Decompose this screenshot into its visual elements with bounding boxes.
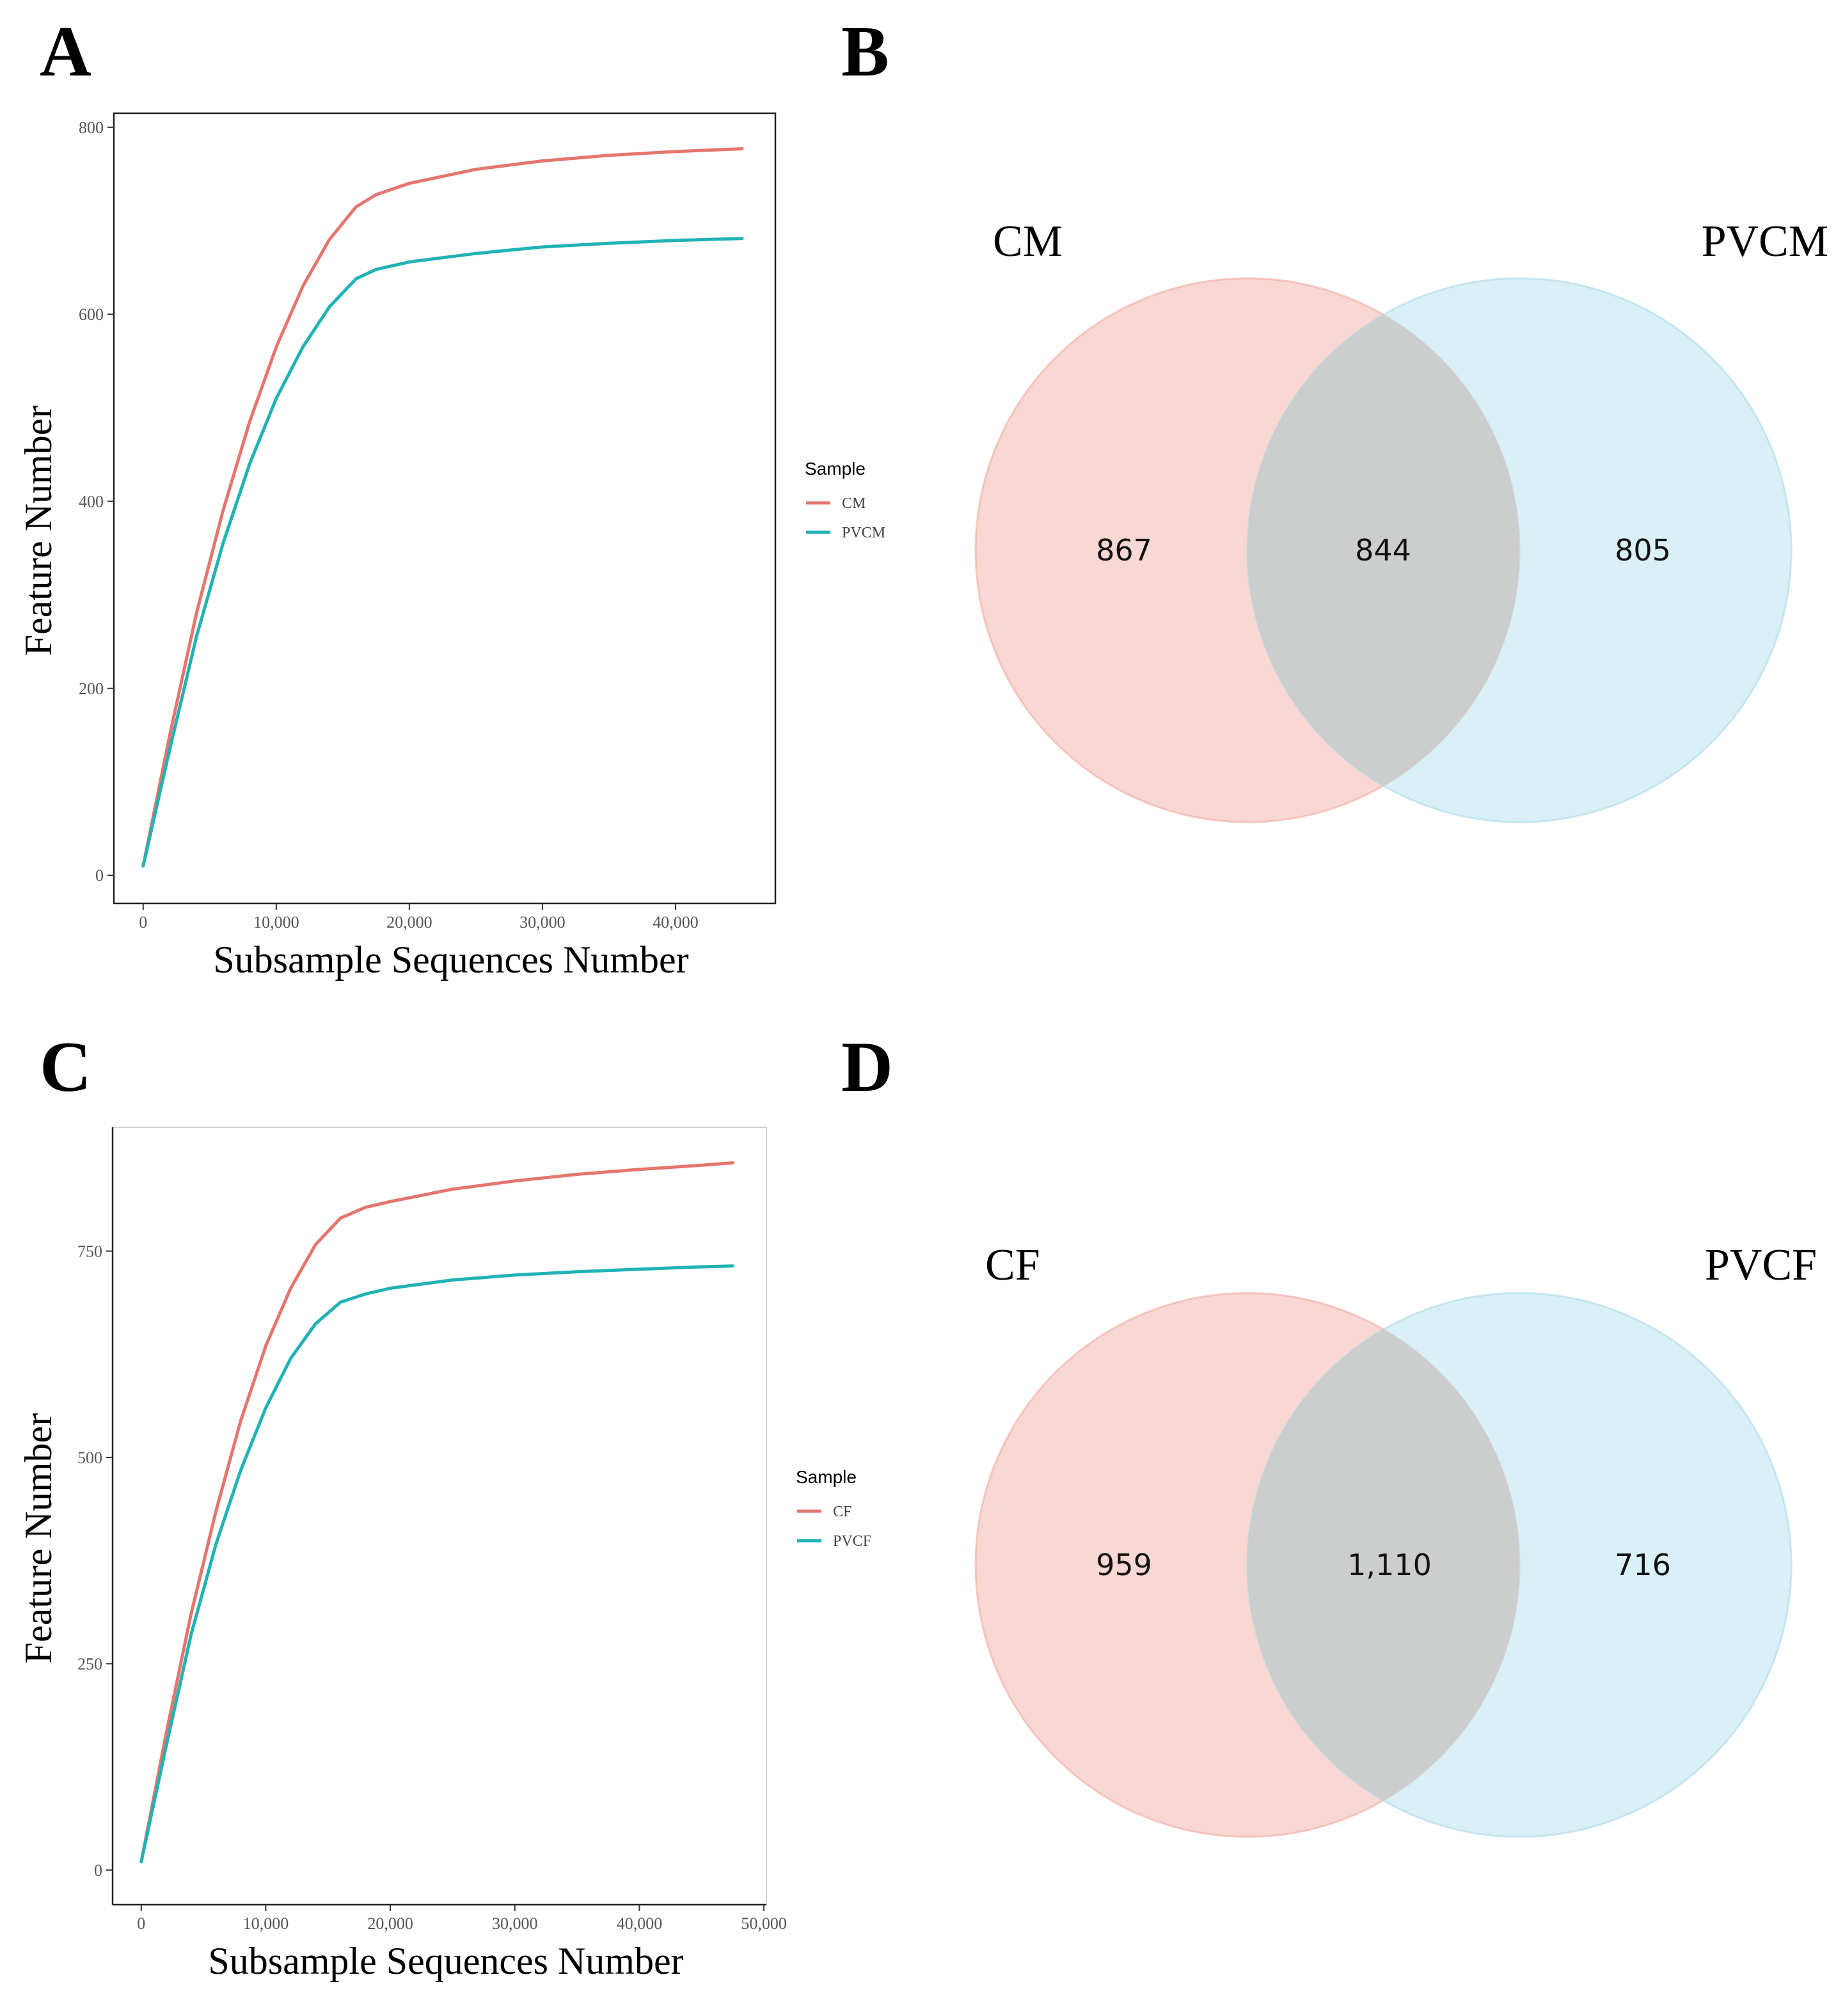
- x-tick-label: 10,000: [243, 1914, 289, 1933]
- venn-count-pvcm-only: 805: [1615, 533, 1671, 567]
- venn-count-pvcf-only: 716: [1615, 1548, 1671, 1582]
- y-tick-label: 200: [79, 679, 104, 698]
- x-tick-label: 50,000: [741, 1914, 787, 1933]
- y-tick-label: 400: [79, 493, 104, 511]
- x-tick-label: 30,000: [519, 913, 566, 932]
- legend-entry-pvcf: PVCF: [833, 1533, 871, 1550]
- legend-entry-pvcm: PVCM: [842, 525, 885, 541]
- x-axis-title-c: Subsample Sequences Number: [208, 1940, 683, 1982]
- y-axis-title-a: Feature Number: [17, 406, 59, 656]
- legend-entry-cm: CM: [842, 495, 866, 512]
- panel-label-c: C: [40, 1028, 91, 1107]
- venn-count-cf-only: 959: [1096, 1548, 1152, 1582]
- venn-overlap-b: [1247, 314, 1520, 786]
- y-axis-title-c: Feature Number: [17, 1413, 59, 1664]
- legend-title-c: Sample: [796, 1467, 857, 1487]
- x-tick-label: 20,000: [386, 913, 432, 932]
- y-tick-label: 0: [95, 866, 104, 885]
- venn-diagram-d: CF PVCF 959 1,110 716: [974, 1241, 1817, 1838]
- y-tick-label: 750: [77, 1242, 102, 1260]
- venn-overlap-d: [1247, 1329, 1520, 1801]
- venn-set-label-pvcm: PVCM: [1702, 217, 1828, 266]
- x-tick-label: 30,000: [492, 1914, 538, 1933]
- panel-label-b: B: [841, 12, 889, 91]
- panel-label-a: A: [40, 12, 91, 91]
- y-tick-label: 800: [79, 118, 104, 137]
- venn-count-overlap-d: 1,110: [1347, 1548, 1432, 1582]
- rarefaction-chart-c: 0 250 500 750 0 10,000 20,000 30,000 40,000 50,00…: [17, 1127, 871, 1982]
- x-tick-label: 40,000: [617, 1914, 663, 1933]
- venn-set-label-cf: CF: [985, 1241, 1040, 1290]
- panel-label-d: D: [841, 1028, 893, 1107]
- x-tick-label: 0: [139, 913, 147, 932]
- plot-area-a: [113, 112, 777, 905]
- y-tick-label: 600: [79, 305, 104, 324]
- series-line-pvcf: [139, 1264, 734, 1864]
- y-tick-label: 250: [77, 1655, 102, 1673]
- venn-set-label-cm: CM: [993, 217, 1063, 266]
- legend-entry-cf: CF: [833, 1504, 851, 1520]
- rarefaction-chart-a: 0 200 400 600 800 0 10,000 20,000 30,000 40,000 Su…: [17, 112, 885, 981]
- plot-area-c: [112, 1127, 767, 1905]
- series-line-cm: [141, 147, 744, 868]
- y-tick-label: 500: [77, 1449, 102, 1467]
- x-tick-label: 10,000: [253, 913, 299, 932]
- legend-title-a: Sample: [805, 459, 866, 479]
- venn-diagram-b: CM PVCM 867 844 805: [974, 217, 1828, 823]
- x-tick-label: 20,000: [367, 1914, 413, 1933]
- x-axis-title-a: Subsample Sequences Number: [213, 939, 688, 981]
- x-tick-label: 40,000: [653, 913, 699, 932]
- venn-count-cm-only: 867: [1096, 533, 1152, 567]
- venn-set-label-pvcf: PVCF: [1705, 1241, 1817, 1290]
- series-line-pvcm: [141, 237, 744, 868]
- venn-count-overlap-b: 844: [1355, 533, 1411, 567]
- series-line-cf: [139, 1161, 734, 1864]
- x-tick-label: 0: [137, 1914, 145, 1933]
- y-tick-label: 0: [94, 1861, 102, 1880]
